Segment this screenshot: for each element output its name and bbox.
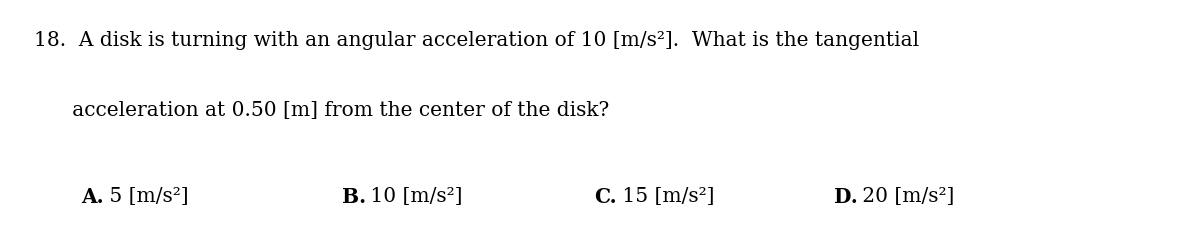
Text: 15 [m/s²]: 15 [m/s²] [616, 187, 714, 206]
Text: D.: D. [834, 187, 858, 207]
Text: A.: A. [82, 187, 104, 207]
Text: acceleration at 0.50 [m] from the center of the disk?: acceleration at 0.50 [m] from the center… [34, 101, 608, 120]
Text: 10 [m/s²]: 10 [m/s²] [364, 187, 462, 206]
Text: 5 [m/s²]: 5 [m/s²] [103, 187, 188, 206]
Text: C.: C. [594, 187, 617, 207]
Text: 18.  A disk is turning with an angular acceleration of 10 [m/s²].  What is the t: 18. A disk is turning with an angular ac… [34, 31, 919, 50]
Text: 20 [m/s²]: 20 [m/s²] [856, 187, 954, 206]
Text: B.: B. [342, 187, 366, 207]
